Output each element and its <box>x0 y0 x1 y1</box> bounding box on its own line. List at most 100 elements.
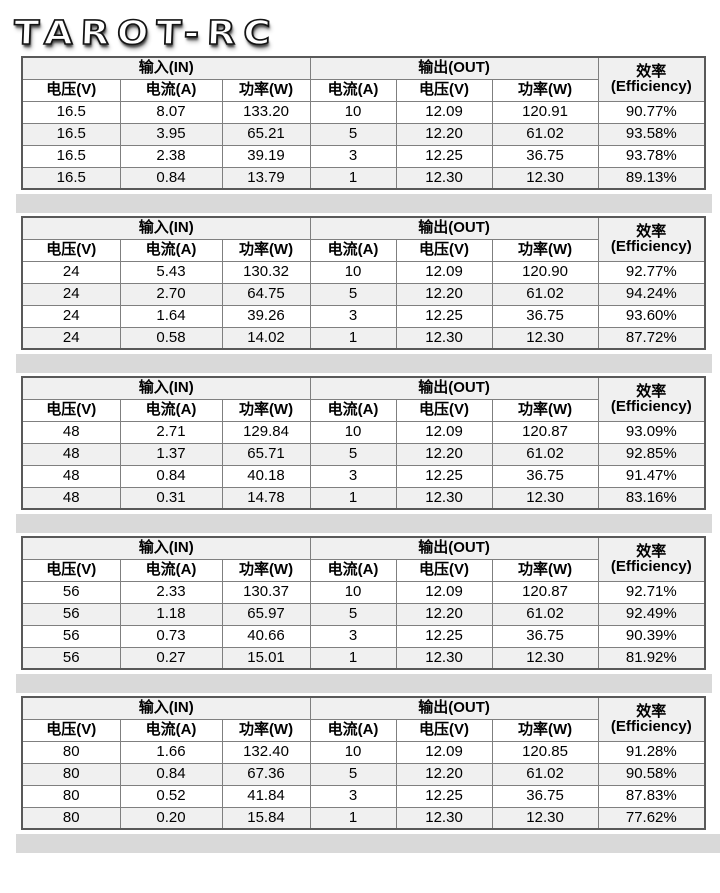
table-cell: 12.09 <box>395 580 493 604</box>
table-cell: 129.84 <box>221 420 311 444</box>
output-group-header: 输出(OUT) <box>309 216 599 240</box>
table-cell: 130.37 <box>221 580 311 604</box>
table-cell: 133.20 <box>221 100 311 124</box>
power-spec-table-48v: 输入(IN) 输出(OUT) 效率 (Efficiency) 电压(V) 电流(A… <box>21 376 707 510</box>
table-row: 80 0.20 15.84 1 12.30 12.30 77.62% <box>21 806 706 830</box>
table-cell: 80 <box>21 762 121 786</box>
table-cell: 3 <box>309 144 397 168</box>
table-cell: 12.09 <box>395 740 493 764</box>
table-cell: 15.01 <box>221 646 311 670</box>
table-row: 16.5 3.95 65.21 5 12.20 61.02 93.58% <box>21 122 706 146</box>
col-header-in-voltage: 电压(V) <box>21 398 121 422</box>
table-cell: 3.95 <box>119 122 223 146</box>
table-cell: 36.75 <box>491 144 599 168</box>
table-cell: 12.20 <box>395 602 493 626</box>
col-header-out-current: 电流(A) <box>309 238 397 262</box>
table-cell: 0.27 <box>119 646 223 670</box>
table-cell: 56 <box>21 602 121 626</box>
output-group-header: 输出(OUT) <box>309 376 599 400</box>
output-group-header: 输出(OUT) <box>309 536 599 560</box>
table-cell: 1 <box>309 806 397 830</box>
efficiency-header-line1: 效率 <box>636 222 667 240</box>
table-cell: 2.70 <box>119 282 223 306</box>
table-cell: 10 <box>309 260 397 284</box>
table-cell: 90.58% <box>597 762 706 786</box>
col-header-in-voltage: 电压(V) <box>21 238 121 262</box>
table-row: 56 0.73 40.66 3 12.25 36.75 90.39% <box>21 624 706 648</box>
table-cell: 64.75 <box>221 282 311 306</box>
table-row: 80 1.66 132.40 10 12.09 120.85 91.28% <box>21 740 706 764</box>
col-header-in-voltage: 电压(V) <box>21 78 121 102</box>
table-cell: 0.58 <box>119 326 223 350</box>
table-row: 48 0.84 40.18 3 12.25 36.75 91.47% <box>21 464 706 488</box>
efficiency-header: 效率 (Efficiency) <box>597 216 706 262</box>
table-cell: 12.30 <box>491 806 599 830</box>
table-cell: 120.90 <box>491 260 599 284</box>
table-cell: 94.24% <box>597 282 706 306</box>
table-cell: 41.84 <box>221 784 311 808</box>
table-cell: 93.60% <box>597 304 706 328</box>
col-header-out-current: 电流(A) <box>309 558 397 582</box>
input-group-header: 输入(IN) <box>21 216 311 240</box>
table-cell: 40.66 <box>221 624 311 648</box>
col-header-in-power: 功率(W) <box>221 558 311 582</box>
power-spec-table-56v: 输入(IN) 输出(OUT) 效率 (Efficiency) 电压(V) 电流(A… <box>21 536 707 670</box>
table-cell: 3 <box>309 304 397 328</box>
table-cell: 12.20 <box>395 762 493 786</box>
table-cell: 12.09 <box>395 100 493 124</box>
col-header-out-power: 功率(W) <box>491 718 599 742</box>
table-cell: 2.33 <box>119 580 223 604</box>
table-cell: 24 <box>21 260 121 284</box>
table-cell: 120.87 <box>491 580 599 604</box>
table-cell: 61.02 <box>491 122 599 146</box>
column-header-row: 电压(V) 电流(A) 功率(W) 电流(A) 电压(V) 功率(W) <box>21 398 705 422</box>
table-cell: 93.58% <box>597 122 706 146</box>
table-row: 16.5 2.38 39.19 3 12.25 36.75 93.78% <box>21 144 706 168</box>
table-cell: 16.5 <box>21 144 121 168</box>
table-cell: 91.47% <box>597 464 706 488</box>
input-group-header: 输入(IN) <box>21 536 311 560</box>
table-body: 16.5 8.07 133.20 10 12.09 120.91 90.77% 16.5 3.9… <box>21 100 706 190</box>
table-cell: 80 <box>21 784 121 808</box>
table-cell: 24 <box>21 282 121 306</box>
table-cell: 83.16% <box>597 486 706 510</box>
table-cell: 12.30 <box>395 486 493 510</box>
table-cell: 13.79 <box>221 166 311 190</box>
separator-band <box>16 514 712 533</box>
table-cell: 132.40 <box>221 740 311 764</box>
table-cell: 12.30 <box>395 646 493 670</box>
table-cell: 12.30 <box>395 166 493 190</box>
table-cell: 61.02 <box>491 602 599 626</box>
efficiency-header-line2: (Efficiency) <box>610 78 692 96</box>
table-row: 80 0.84 67.36 5 12.20 61.02 90.58% <box>21 762 706 786</box>
table-row: 24 1.64 39.26 3 12.25 36.75 93.60% <box>21 304 706 328</box>
table-cell: 92.85% <box>597 442 706 466</box>
table-cell: 12.30 <box>491 326 599 350</box>
table-cell: 56 <box>21 646 121 670</box>
col-header-out-voltage: 电压(V) <box>395 78 493 102</box>
table-cell: 24 <box>21 326 121 350</box>
table-cell: 1 <box>309 646 397 670</box>
table-cell: 81.92% <box>597 646 706 670</box>
table-cell: 36.75 <box>491 304 599 328</box>
col-header-in-current: 电流(A) <box>119 558 223 582</box>
table-cell: 10 <box>309 740 397 764</box>
table-cell: 39.19 <box>221 144 311 168</box>
table-cell: 15.84 <box>221 806 311 830</box>
col-header-in-current: 电流(A) <box>119 238 223 262</box>
table-cell: 10 <box>309 420 397 444</box>
efficiency-header-line1: 效率 <box>636 542 667 560</box>
table-cell: 65.21 <box>221 122 311 146</box>
efficiency-header: 效率 (Efficiency) <box>597 376 706 422</box>
column-header-row: 电压(V) 电流(A) 功率(W) 电流(A) 电压(V) 功率(W) <box>21 78 705 102</box>
table-cell: 12.25 <box>395 464 493 488</box>
col-header-in-voltage: 电压(V) <box>21 558 121 582</box>
table-cell: 93.78% <box>597 144 706 168</box>
output-group-header: 输出(OUT) <box>309 696 599 720</box>
table-cell: 0.20 <box>119 806 223 830</box>
table-cell: 87.83% <box>597 784 706 808</box>
table-cell: 91.28% <box>597 740 706 764</box>
table-cell: 12.25 <box>395 784 493 808</box>
table-cell: 0.84 <box>119 166 223 190</box>
efficiency-header-line2: (Efficiency) <box>610 398 692 416</box>
